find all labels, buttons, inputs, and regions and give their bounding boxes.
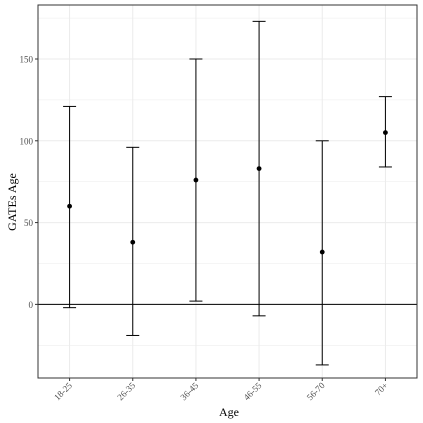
data-point	[193, 177, 199, 183]
y-tick-label: 150	[20, 54, 34, 64]
data-point	[319, 249, 325, 255]
panel-border	[37, 4, 418, 379]
x-axis-title: Age	[219, 405, 239, 419]
y-axis-title: GATEs Age	[5, 173, 19, 231]
data-point	[67, 203, 72, 209]
y-tick-label: 50	[24, 218, 34, 228]
y-tick-label: 100	[20, 136, 34, 146]
data-point	[383, 130, 388, 136]
chart-marks	[38, 20, 417, 366]
data-point	[256, 166, 262, 171]
data-point	[130, 239, 136, 245]
y-tick-label: 0	[29, 300, 34, 310]
